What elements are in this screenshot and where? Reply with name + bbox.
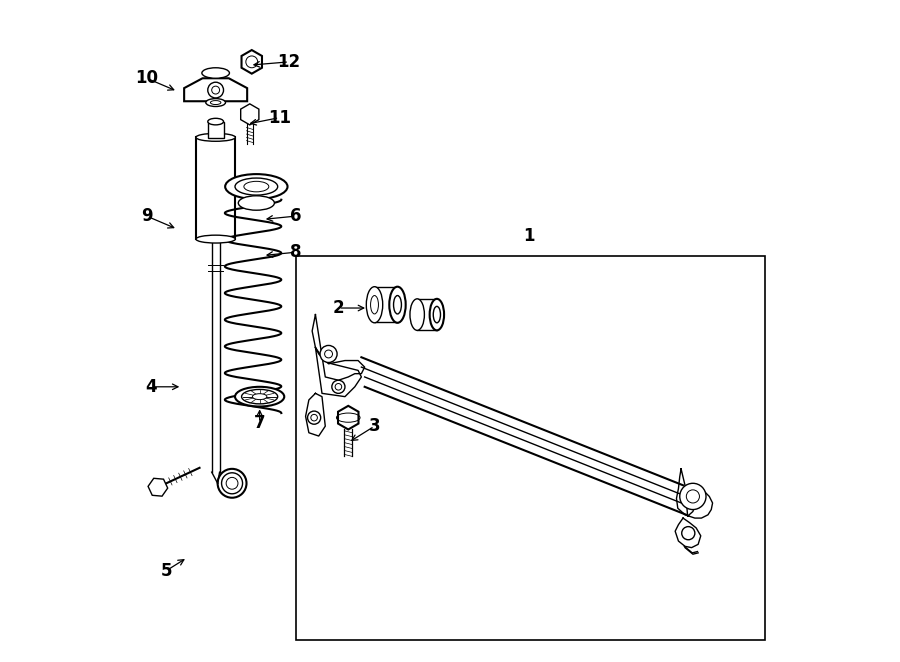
Ellipse shape — [196, 134, 235, 141]
Ellipse shape — [410, 299, 425, 330]
Polygon shape — [184, 78, 248, 101]
Text: 11: 11 — [268, 109, 291, 126]
Ellipse shape — [202, 68, 230, 78]
Text: 1: 1 — [523, 227, 535, 245]
Ellipse shape — [238, 196, 274, 211]
Ellipse shape — [366, 287, 382, 323]
Bar — [208, 122, 223, 138]
Ellipse shape — [196, 235, 235, 243]
Bar — [196, 137, 235, 239]
Text: 7: 7 — [254, 414, 266, 432]
Ellipse shape — [208, 118, 223, 125]
Circle shape — [221, 473, 243, 494]
Text: 5: 5 — [161, 561, 172, 580]
Text: 8: 8 — [290, 243, 302, 261]
Ellipse shape — [241, 389, 278, 404]
Text: 12: 12 — [277, 53, 301, 71]
Circle shape — [320, 346, 338, 363]
Circle shape — [681, 526, 695, 540]
Text: 3: 3 — [369, 417, 381, 435]
Ellipse shape — [429, 299, 444, 330]
Text: 4: 4 — [145, 378, 157, 396]
Circle shape — [308, 411, 320, 424]
Text: 6: 6 — [290, 207, 302, 225]
Bar — [296, 256, 765, 639]
Ellipse shape — [235, 178, 278, 195]
Circle shape — [208, 82, 223, 98]
Text: 9: 9 — [141, 207, 152, 225]
Ellipse shape — [225, 174, 287, 199]
Circle shape — [218, 469, 247, 498]
Ellipse shape — [206, 99, 226, 107]
Circle shape — [680, 483, 706, 510]
Ellipse shape — [390, 287, 406, 323]
Text: 10: 10 — [135, 70, 158, 87]
Ellipse shape — [252, 394, 267, 400]
Circle shape — [332, 380, 345, 393]
Ellipse shape — [235, 387, 284, 406]
Ellipse shape — [244, 181, 269, 192]
Text: 2: 2 — [333, 299, 344, 317]
